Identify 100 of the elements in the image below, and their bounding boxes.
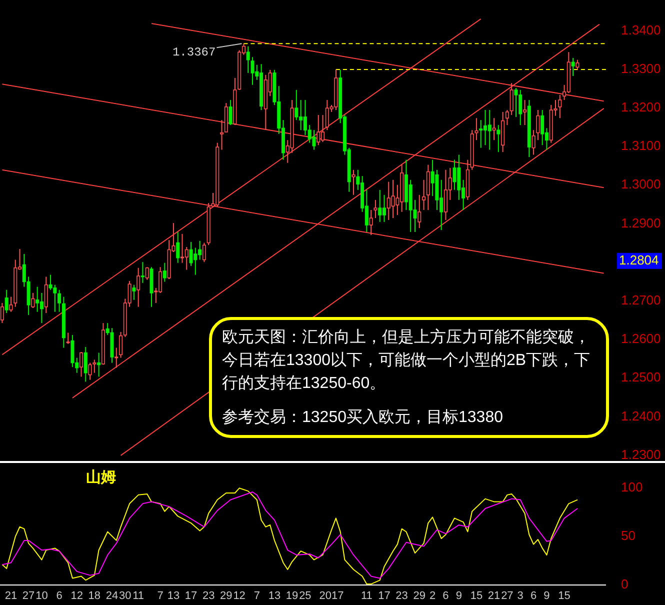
x-tick-label: 17 <box>378 590 390 602</box>
y-tick-label: 1.2600 <box>621 331 661 346</box>
candlestick <box>162 262 166 282</box>
candlestick <box>136 267 140 308</box>
candlestick <box>58 289 62 312</box>
y-tick-label: 1.2500 <box>621 370 661 385</box>
candlestick <box>505 110 509 126</box>
candlestick <box>422 179 426 210</box>
candlestick <box>514 88 518 118</box>
candlestick <box>84 346 88 382</box>
x-tick-label: 18 <box>88 590 101 602</box>
candlestick <box>382 194 386 222</box>
y-tick-label: 1.3000 <box>621 176 661 192</box>
y-tick-label: 1.2700 <box>621 292 661 308</box>
candlestick <box>294 89 298 121</box>
candlestick <box>250 56 254 86</box>
candlestick <box>202 242 206 263</box>
candlestick <box>119 331 123 358</box>
candlestick <box>352 169 356 196</box>
candlestick <box>426 164 430 210</box>
candlestick <box>378 189 382 222</box>
x-tick-label: 2 <box>429 590 436 602</box>
x-tick-label: 30 <box>119 590 132 602</box>
x-tick-label: 13 <box>268 590 281 602</box>
candlestick <box>228 99 232 126</box>
x-tick-label: 6 <box>530 590 537 602</box>
candlestick <box>540 110 544 146</box>
candlestick <box>48 274 52 290</box>
y-tick-label: 100 <box>621 480 643 495</box>
x-tick-label: 27 <box>22 590 35 602</box>
y-tick-label: 50 <box>621 528 636 544</box>
candlestick <box>369 209 373 236</box>
candlestick <box>70 334 74 368</box>
candlestick <box>220 120 224 150</box>
candlestick <box>114 347 118 368</box>
text: 1.2804 <box>619 252 659 268</box>
candlestick <box>66 332 70 344</box>
x-tick-label: 21 <box>4 590 18 602</box>
candlestick <box>316 114 320 146</box>
x-tick-label: 24 <box>106 590 118 602</box>
x-tick-label: 21 <box>488 590 500 602</box>
y-tick-label: 1.2300 <box>621 446 661 462</box>
x-tick-label: 29 <box>220 590 232 602</box>
x-tick-label: 7 <box>254 590 260 602</box>
x-tick-label: 3 <box>517 590 524 602</box>
candlestick <box>97 352 101 378</box>
candlestick <box>571 57 575 77</box>
candlestick <box>246 46 250 74</box>
candlestick <box>488 110 492 150</box>
candlestick <box>510 82 514 116</box>
x-tick-label: 29 <box>413 590 426 602</box>
annotation: 1.3367 <box>172 46 216 60</box>
annotation: 参考交易：13250买入欧元，目标13380 <box>222 408 504 428</box>
y-tick-label: 1.3300 <box>621 60 661 76</box>
y-tick-label: 1.2900 <box>621 215 661 230</box>
y-tick-label: 1.3400 <box>621 22 661 38</box>
x-tick-label: 15 <box>470 590 483 602</box>
candlestick <box>40 292 44 324</box>
candlestick <box>9 296 13 312</box>
x-tick-label: 9 <box>544 590 550 602</box>
candlestick <box>418 194 422 229</box>
annotation: 山姆 <box>86 469 116 486</box>
x-tick-label: 13 <box>167 590 180 602</box>
candlestick <box>145 266 149 280</box>
annotation: 欧元天图：汇价向上，但是上方压力可能不能突破，今日若在13300以下，可能做一个小型的2B下跌，下行的支持在13250-60。 <box>222 328 592 394</box>
y-tick-label: 1.2400 <box>621 408 661 424</box>
candlestick <box>92 359 96 374</box>
x-tick-label: 23 <box>202 590 215 602</box>
candlestick <box>184 246 188 270</box>
candlestick <box>474 118 478 141</box>
candlestick <box>479 120 483 148</box>
x-tick-label: 15 <box>558 590 570 602</box>
candlestick <box>88 362 92 380</box>
candlestick <box>176 231 180 264</box>
x-tick-label: 27 <box>501 590 514 602</box>
candlestick <box>140 262 144 284</box>
candlestick <box>312 130 316 150</box>
candlestick <box>44 276 48 314</box>
candlestick <box>452 159 456 190</box>
candlestick <box>374 199 378 219</box>
y-tick-label: 1.3200 <box>621 100 661 115</box>
x-tick-label: 17 <box>184 590 198 602</box>
x-tick-label: 11 <box>132 590 144 602</box>
candlestick <box>194 247 198 276</box>
x-tick-label: 23 <box>396 590 408 602</box>
candlestick <box>558 94 562 119</box>
candlestick <box>576 59 580 70</box>
candlestick <box>189 242 193 266</box>
x-tick-label: 2017 <box>319 590 344 602</box>
candlestick <box>36 286 40 312</box>
x-tick-label: 19 <box>286 590 298 602</box>
x-tick-label: 11 <box>360 590 372 602</box>
candlestick <box>31 292 35 308</box>
x-tick-label: 9 <box>456 590 462 602</box>
candlestick <box>391 179 395 219</box>
candlestick <box>150 266 154 308</box>
candlestick <box>4 289 8 314</box>
candlestick <box>430 159 434 197</box>
candlestick <box>492 118 496 141</box>
x-tick-label: 12 <box>70 590 83 602</box>
